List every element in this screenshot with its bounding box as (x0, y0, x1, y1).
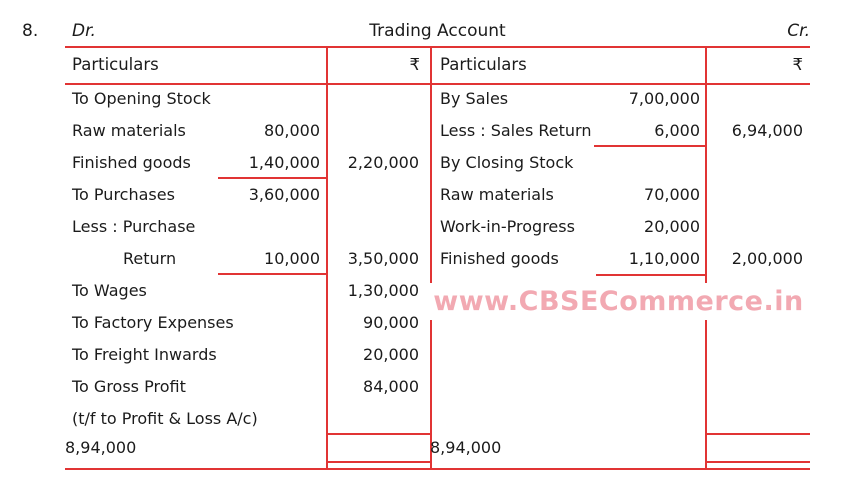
ledger-row: To Factory Expenses 90,000 (65, 307, 430, 339)
row-label: Less : Purchase (72, 217, 196, 236)
page-title: Trading Account (369, 21, 506, 41)
credit-posttotal-rule (705, 461, 810, 463)
dr-label: Dr. (72, 21, 96, 41)
debit-total-amount: 8,94,000 (65, 438, 137, 457)
center-divider-rule (430, 46, 432, 470)
ledger-row: Raw materials 70,000 (430, 179, 810, 211)
ledger-row: (t/f to Profit & Loss A/c) (65, 403, 430, 435)
debit-column: To Opening Stock Raw materials 80,000 Fi… (65, 83, 430, 435)
row-label: Finished goods (440, 249, 559, 268)
credit-column: By Sales 7,00,000 Less : Sales Return 6,… (430, 83, 810, 275)
subtotal-underline (218, 177, 326, 179)
row-label: To Gross Profit (72, 377, 186, 396)
credit-rupee-header: ₹ (792, 55, 804, 74)
ledger-row: To Gross Profit 84,000 (65, 371, 430, 403)
row-amount-outer: 3,50,000 (347, 249, 419, 268)
debit-amount-divider-rule (326, 46, 328, 470)
row-amount-inner: 6,000 (654, 121, 700, 140)
row-amount-outer: 2,00,000 (731, 249, 803, 268)
table-bottom-rule (65, 468, 810, 470)
watermark: www.CBSECommerce.in (427, 283, 810, 320)
cr-label: Cr. (787, 21, 810, 41)
ledger-row: Finished goods 1,40,000 2,20,000 (65, 147, 430, 179)
ledger-row: To Opening Stock (65, 83, 430, 115)
ledger-row: Work-in-Progress 20,000 (430, 211, 810, 243)
ledger-row: To Wages 1,30,000 (65, 275, 430, 307)
row-amount-inner: 70,000 (644, 185, 700, 204)
ledger-row: Return 10,000 3,50,000 (65, 243, 430, 275)
row-label: To Purchases (72, 185, 175, 204)
debit-total-row: 8,94,000 (65, 435, 430, 461)
row-label: To Factory Expenses (72, 313, 234, 332)
row-amount-inner: 1,10,000 (628, 249, 700, 268)
row-label: To Opening Stock (72, 89, 211, 108)
ledger-row: To Purchases 3,60,000 (65, 179, 430, 211)
row-amount-outer: 90,000 (363, 313, 419, 332)
header-bottom-rule (65, 83, 810, 85)
subtotal-underline (596, 274, 706, 276)
subtotal-underline (218, 273, 326, 275)
row-label: By Closing Stock (440, 153, 574, 172)
debit-pretotal-rule (326, 433, 432, 435)
debit-header: Particulars ₹ (65, 46, 430, 83)
row-amount-outer: 84,000 (363, 377, 419, 396)
ledger-row: By Closing Stock (430, 147, 810, 179)
credit-header: Particulars ₹ (430, 46, 810, 83)
row-amount-outer: 1,30,000 (347, 281, 419, 300)
caption-bar: 8. Dr. Trading Account Cr. (0, 21, 849, 45)
row-label: Less : Sales Return (440, 121, 592, 140)
row-label: (t/f to Profit & Loss A/c) (72, 409, 258, 428)
credit-total-amount: 8,94,000 (430, 438, 502, 457)
row-label: To Freight Inwards (72, 345, 217, 364)
row-amount-inner: 7,00,000 (628, 89, 700, 108)
row-label: To Wages (72, 281, 147, 300)
row-label: Raw materials (440, 185, 554, 204)
row-amount-inner: 3,60,000 (248, 185, 320, 204)
row-label: By Sales (440, 89, 509, 108)
table-top-rule (65, 46, 810, 48)
row-label: Return (123, 249, 177, 268)
ledger-row: Raw materials 80,000 (65, 115, 430, 147)
credit-pretotal-rule (705, 433, 810, 435)
row-amount-inner: 80,000 (264, 121, 320, 140)
debit-rupee-header: ₹ (409, 55, 421, 74)
row-amount-inner: 20,000 (644, 217, 700, 236)
row-label: Work-in-Progress (440, 217, 575, 236)
row-amount-inner: 1,40,000 (248, 153, 320, 172)
row-label: Raw materials (72, 121, 186, 140)
debit-posttotal-rule (326, 461, 432, 463)
item-number: 8. (22, 21, 39, 41)
credit-amount-divider-rule (705, 46, 707, 470)
row-label: Finished goods (72, 153, 191, 172)
ledger-row: To Freight Inwards 20,000 (65, 339, 430, 371)
debit-particulars-header: Particulars (72, 55, 159, 74)
credit-total-row: 8,94,000 (430, 435, 810, 461)
row-amount-outer: 2,20,000 (347, 153, 419, 172)
row-amount-outer: 6,94,000 (731, 121, 803, 140)
ledger-row: Less : Sales Return 6,000 6,94,000 (430, 115, 810, 147)
ledger-row: By Sales 7,00,000 (430, 83, 810, 115)
ledger-row: Less : Purchase (65, 211, 430, 243)
credit-particulars-header: Particulars (440, 55, 527, 74)
subtotal-underline (594, 145, 706, 147)
row-amount-inner: 10,000 (264, 249, 320, 268)
row-amount-outer: 20,000 (363, 345, 419, 364)
ledger-row: Finished goods 1,10,000 2,00,000 (430, 243, 810, 275)
